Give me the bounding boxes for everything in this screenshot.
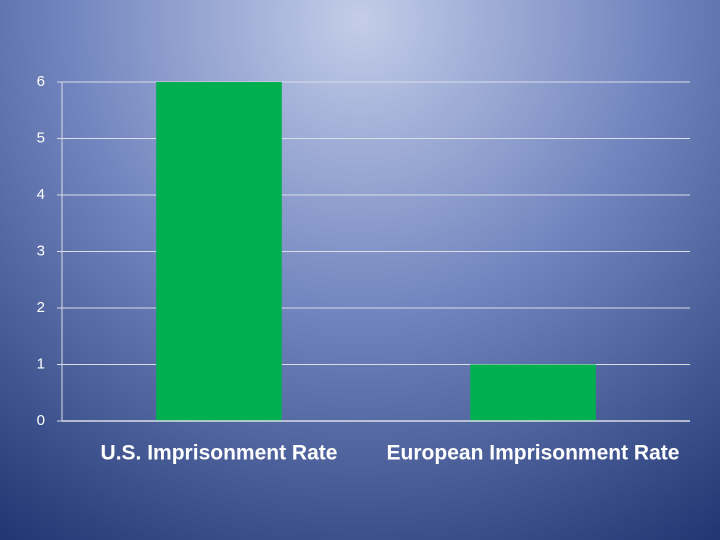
chart: 0 1 2 3 4 5 6 U.S. Imprisonment Rate European Im… [37, 73, 690, 465]
x-tick-label: U.S. Imprisonment Rate [101, 442, 338, 465]
y-tick-label: 2 [37, 299, 45, 316]
y-tick-label: 4 [37, 186, 45, 203]
y-tick-label: 5 [37, 129, 45, 146]
y-tick-label: 0 [37, 412, 45, 429]
x-tick-label: European Imprisonment Rate [387, 442, 680, 465]
y-tick-label: 1 [37, 355, 45, 372]
bar [156, 82, 282, 421]
y-tick-label: 6 [37, 73, 45, 90]
bar [470, 364, 596, 421]
y-tick-label: 3 [37, 242, 45, 259]
